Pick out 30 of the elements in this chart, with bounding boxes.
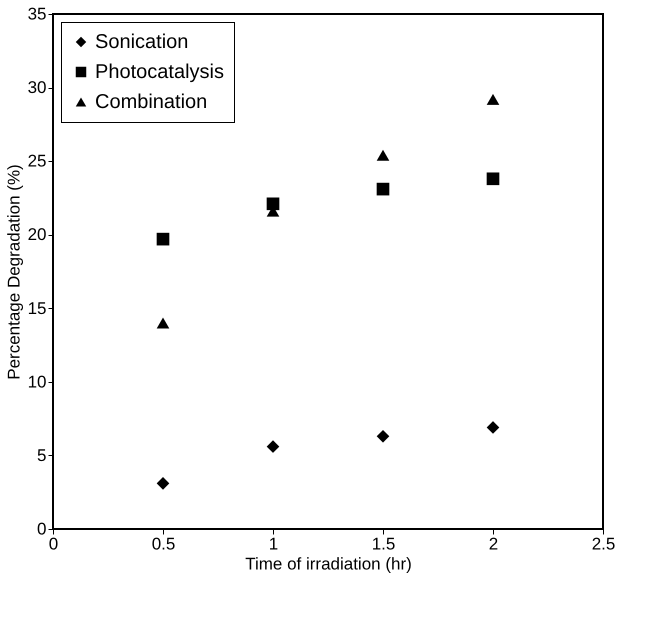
x-axis-title: Time of irradiation (hr) bbox=[245, 554, 412, 574]
point bbox=[156, 477, 170, 490]
y-tick-label: 5 bbox=[37, 446, 46, 465]
point bbox=[376, 150, 390, 161]
x-tick-label: 1.5 bbox=[372, 534, 396, 554]
y-tick-label: 20 bbox=[28, 225, 46, 244]
point bbox=[486, 421, 500, 434]
y-tick-label: 15 bbox=[28, 298, 46, 318]
x-tick-label: 0.5 bbox=[152, 534, 176, 554]
point bbox=[486, 94, 500, 105]
x-tick-label: 1 bbox=[268, 534, 278, 554]
y-tick-label: 25 bbox=[28, 152, 46, 171]
y-tick-label: 0 bbox=[37, 520, 46, 538]
x-tick-label: 0 bbox=[48, 534, 58, 554]
point bbox=[156, 318, 170, 328]
y-tick-label: 30 bbox=[28, 78, 46, 98]
y-tick-label: 35 bbox=[28, 4, 46, 24]
legend-label: Sonication bbox=[95, 31, 188, 53]
x-tick-label: 2 bbox=[488, 534, 498, 554]
legend-label: Photocatalysis bbox=[95, 61, 224, 83]
point bbox=[266, 440, 280, 453]
point bbox=[156, 232, 170, 246]
y-tick-label: 10 bbox=[28, 372, 46, 392]
x-tick-label: 2.5 bbox=[592, 534, 616, 554]
point bbox=[376, 430, 390, 443]
point bbox=[486, 172, 500, 186]
point bbox=[376, 182, 390, 196]
y-axis-title: Percentage Degradation (%) bbox=[4, 164, 24, 380]
point bbox=[266, 197, 280, 210]
legend-label: Combination bbox=[95, 91, 208, 113]
